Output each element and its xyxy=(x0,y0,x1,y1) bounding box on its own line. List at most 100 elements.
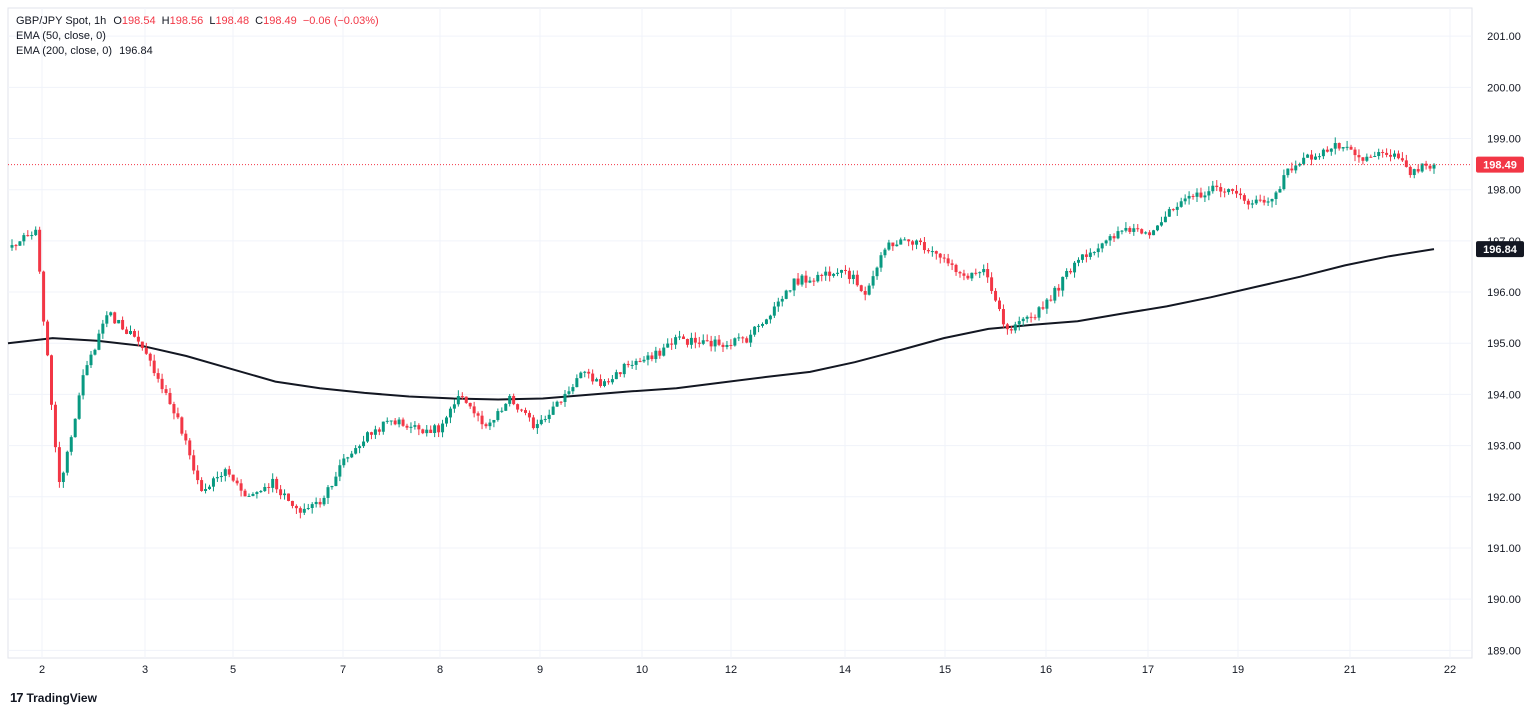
candle-body xyxy=(77,395,81,419)
candle-body xyxy=(950,263,954,265)
candle-body xyxy=(689,337,693,345)
candle-body xyxy=(298,508,302,513)
candle-body xyxy=(682,336,685,340)
candle-body xyxy=(1306,154,1310,158)
x-tick-label: 5 xyxy=(230,664,236,676)
low-label: L xyxy=(209,15,216,27)
ema200-value: 196.84 xyxy=(119,45,153,57)
last-price-badge xyxy=(1476,156,1524,173)
candle-body xyxy=(626,363,630,366)
candle-body xyxy=(413,425,417,427)
candle-body xyxy=(606,381,610,383)
candle-body xyxy=(1069,270,1073,273)
x-tick-label: 7 xyxy=(340,664,346,676)
candle-body xyxy=(1353,149,1357,156)
candle-body xyxy=(275,478,279,490)
candle-body xyxy=(595,379,599,382)
candle-body xyxy=(1286,168,1290,176)
candle-body xyxy=(1242,195,1246,201)
change-value: −0.06 (−0.03%) xyxy=(302,15,379,27)
x-tick-label: 14 xyxy=(839,664,851,676)
candle-body xyxy=(559,401,563,403)
candle-body xyxy=(654,350,658,360)
candle-body xyxy=(1148,232,1152,236)
candle-body xyxy=(1140,229,1144,234)
legend-ema200-row[interactable]: EMA (200, close, 0) 196.84 xyxy=(16,44,382,59)
candle-body xyxy=(1321,149,1325,157)
candle-body xyxy=(994,290,998,301)
candle-body xyxy=(1278,189,1282,193)
y-tick-label: 200.00 xyxy=(1487,82,1521,94)
candle-body xyxy=(713,339,717,347)
candle-body xyxy=(970,272,974,279)
x-axis[interactable]: 2 3 5 7 8 9 10 12 14 15 16 17 19 21 22 xyxy=(39,664,1456,676)
candle-body xyxy=(1246,200,1250,205)
candle-body xyxy=(172,404,176,414)
candle-body xyxy=(1159,222,1163,226)
candle-body xyxy=(1223,191,1227,193)
candle-body xyxy=(1227,189,1231,193)
candle-body xyxy=(18,241,22,246)
candle-body xyxy=(1057,287,1061,291)
candle-body xyxy=(239,483,243,491)
candle-body xyxy=(974,272,978,274)
candle-body xyxy=(1073,262,1077,273)
candle-body xyxy=(610,379,614,383)
y-axis[interactable]: 189.00 190.00 191.00 192.00 193.00 194.00 195.… xyxy=(1487,31,1521,657)
candle-body xyxy=(527,412,531,418)
ema200-line xyxy=(7,248,1435,401)
candle-body xyxy=(1207,191,1211,196)
candle-body xyxy=(14,245,18,247)
candle-body xyxy=(986,269,990,278)
candle-body xyxy=(136,336,140,342)
candle-body xyxy=(508,395,512,404)
candle-body xyxy=(1235,190,1238,194)
candle-body xyxy=(938,253,942,258)
candle-body xyxy=(662,347,666,356)
candle-body xyxy=(85,365,89,376)
candle-body xyxy=(1065,270,1069,277)
candle-body xyxy=(302,508,306,513)
ema200-badge-label: 196.84 xyxy=(1483,244,1518,256)
candle-body xyxy=(776,301,780,307)
grid-lines xyxy=(8,8,1472,658)
candle-body xyxy=(1045,299,1049,309)
candle-body xyxy=(930,251,934,253)
candle-body xyxy=(1329,148,1333,152)
symbol-label: GBP/JPY Spot, 1h xyxy=(16,15,107,27)
candle-body xyxy=(1156,225,1159,231)
candle-body xyxy=(377,429,381,432)
candle-body xyxy=(1195,192,1199,197)
candle-body xyxy=(768,315,772,320)
candle-body xyxy=(800,275,804,285)
close-label: C xyxy=(255,15,264,27)
candle-body xyxy=(749,334,753,343)
candle-body xyxy=(524,410,527,413)
candle-body xyxy=(496,411,500,420)
candle-body xyxy=(895,244,899,247)
tradingview-logo-icon: 17 xyxy=(10,690,24,705)
candle-body xyxy=(1084,254,1088,257)
y-tick-label: 189.00 xyxy=(1487,645,1521,657)
candle-body xyxy=(208,486,211,490)
candle-body xyxy=(792,278,796,291)
candle-body xyxy=(1104,240,1108,244)
candle-body xyxy=(1385,152,1389,155)
candle-body xyxy=(832,273,836,276)
candle-body xyxy=(516,404,520,410)
candle-body xyxy=(492,419,496,423)
candle-body xyxy=(571,387,575,392)
tradingview-branding[interactable]: 17 TradingView xyxy=(10,690,97,705)
candle-body xyxy=(1302,157,1306,164)
candle-body xyxy=(160,378,164,390)
candle-body xyxy=(113,312,117,324)
candle-body xyxy=(1238,193,1242,196)
candle-body xyxy=(587,371,591,374)
candle-body xyxy=(954,264,958,273)
candle-body xyxy=(1373,155,1377,157)
legend-ema50-row[interactable]: EMA (50, close, 0) xyxy=(16,29,382,44)
candle-body xyxy=(338,465,342,477)
y-tick-label: 193.00 xyxy=(1487,441,1521,453)
x-tick-label: 9 xyxy=(537,664,543,676)
